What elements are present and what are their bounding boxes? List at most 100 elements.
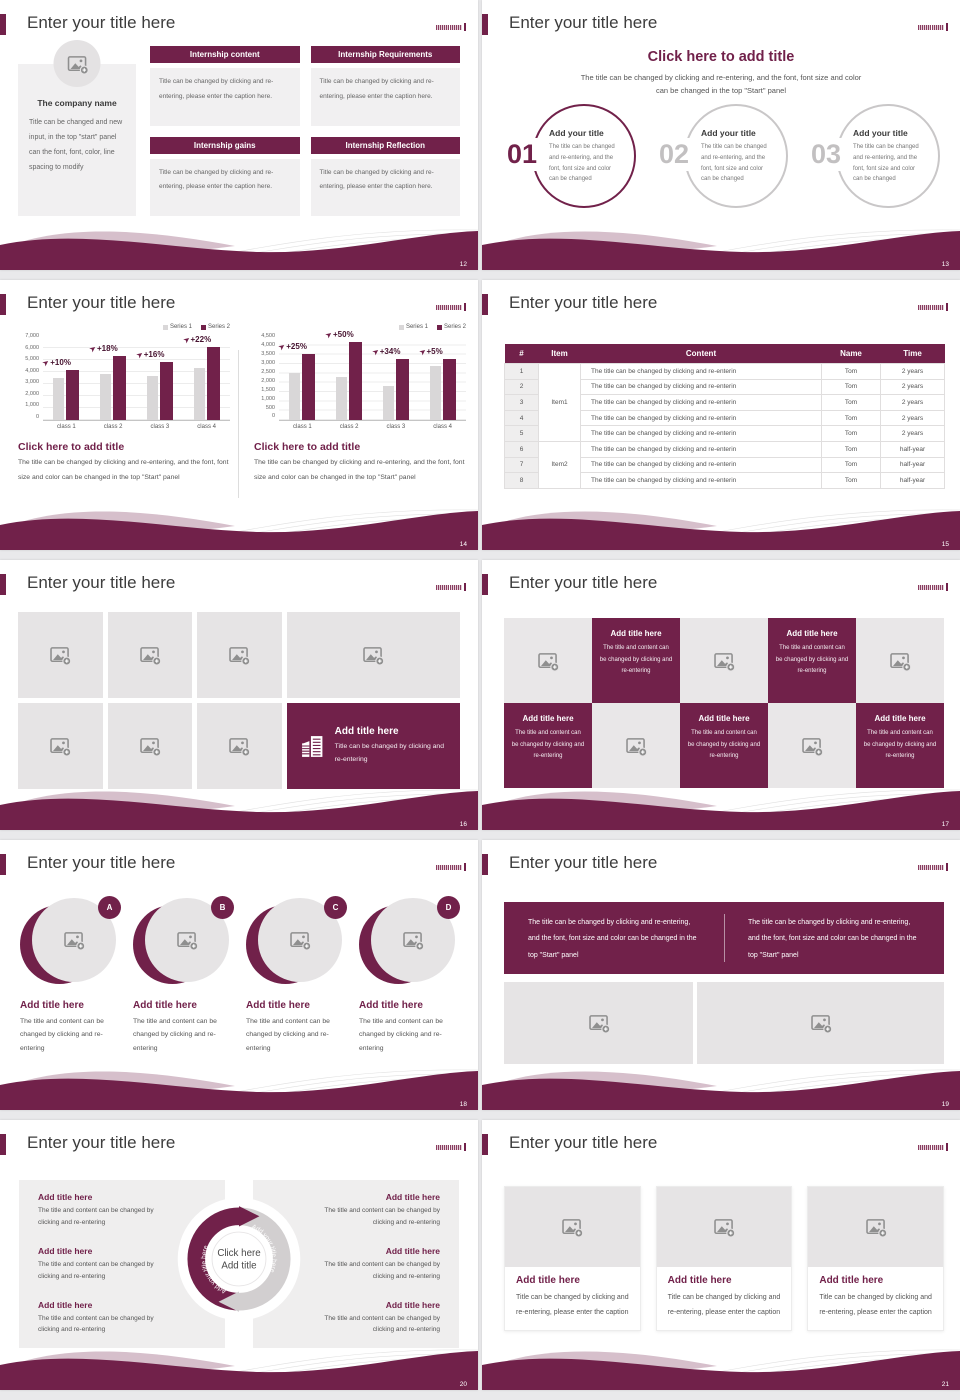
title-accent-bar: [482, 1134, 488, 1155]
item-body: The title and content can be changed by …: [324, 1314, 440, 1334]
list-item: Add title here The title and content can …: [315, 1246, 440, 1282]
slide-13[interactable]: Enter your title here Click here to add …: [482, 0, 960, 270]
cycle-diagram: Add your title here Add your title here …: [177, 1197, 301, 1321]
annotation-text: +16%: [143, 350, 165, 360]
item-title: Add title here: [359, 1000, 423, 1011]
chart-legend: Series 1 Series 2: [254, 324, 466, 330]
chart-plot-area: 7,000 6,000 5,000 4,000 3,000 2,000 1,000 0 ➤+1…: [18, 333, 230, 421]
slide-footer: 21: [482, 1344, 960, 1390]
slide-15[interactable]: Enter your title here # Item Content Name Ti…: [482, 280, 960, 550]
slide-14[interactable]: Enter your title here Series 1 Series 2 7…: [0, 280, 478, 550]
annotation-text: +50%: [333, 329, 354, 339]
image-placeholder-icon: [561, 1216, 583, 1238]
footer-wave: [482, 1069, 960, 1110]
x-tick-label: class 3: [386, 424, 406, 430]
bar-series-2: [206, 346, 220, 420]
time-cell: half-year: [880, 440, 945, 458]
bar-series-2: [113, 356, 127, 420]
bar-series-1: [53, 378, 65, 420]
card: Add title here Title can be changed by c…: [504, 1186, 641, 1332]
legend-item: Series 1: [162, 324, 192, 330]
slide-19[interactable]: Enter your title here The title can be c…: [482, 840, 960, 1110]
bar-group: ➤+18%: [89, 336, 127, 420]
item-body: The title and content can be changed by …: [38, 1207, 154, 1226]
table-header-cell: Item: [538, 344, 581, 364]
circle-graphic: D: [359, 896, 463, 988]
letter-badge: A: [98, 896, 121, 919]
chart-caption-title: Click here to add title: [18, 441, 125, 453]
annotation-label: ➤+5%: [418, 347, 442, 357]
slide-title: Enter your title here: [509, 853, 658, 872]
page-number: 16: [459, 821, 467, 828]
company-card: The company name Title can be changed an…: [18, 40, 136, 216]
image-placeholder-icon: [713, 1216, 735, 1238]
slide-17[interactable]: Enter your title here Add title here The …: [482, 560, 960, 830]
annotation-text: +25%: [286, 341, 307, 351]
bar-group: ➤+22%: [182, 335, 220, 420]
numbered-steps: Add your title The title can be changed …: [506, 102, 952, 220]
table-header-cell: Content: [580, 344, 822, 364]
card: Add title here Title can be changed by c…: [807, 1186, 945, 1332]
page-number: 13: [941, 261, 949, 268]
slide-12[interactable]: Enter your title here The company name T…: [0, 0, 478, 270]
bar-chart-right: Series 1 Series 2 4,500 4,000 3,500 3,000 2,5…: [254, 324, 466, 486]
footer-wave: [0, 1349, 478, 1390]
slide-18[interactable]: Enter your title here A Add title here T…: [0, 840, 478, 1110]
image-placeholder-icon: [713, 650, 735, 672]
company-image-placeholder: [53, 40, 101, 87]
slide-21[interactable]: Enter your title here Add title here Tit…: [482, 1120, 960, 1390]
box-body: Title can be changed by clicking and re-…: [310, 158, 460, 216]
card-text: Title can be changed by clicking and re-…: [667, 1294, 781, 1316]
image-placeholder-icon: [49, 735, 71, 757]
row-number-cell: 1: [504, 363, 539, 380]
box-body: Title can be changed by clicking and re-…: [150, 68, 300, 126]
logo-watermark: [436, 863, 466, 871]
bar-series-1: [146, 375, 158, 420]
slide-20[interactable]: Enter your title here Add title here The …: [0, 1120, 478, 1390]
footer-wave: [0, 1069, 478, 1110]
footer-wave: [482, 509, 960, 550]
item-body: The title and content can be changed by …: [246, 1018, 330, 1052]
image-placeholder-icon: [402, 929, 424, 951]
item-b: B Add title here The title and content c…: [133, 896, 239, 1055]
annotation-text: +34%: [379, 347, 401, 357]
table-header-cell: Name: [821, 344, 881, 364]
legend-item: Series 2: [200, 324, 230, 330]
list-item: Add title here The title and content can …: [315, 1192, 440, 1228]
slide-footer: 20: [0, 1344, 478, 1390]
bar-series-1: [382, 386, 394, 420]
internship-boxes: Internship content Title can be changed …: [150, 46, 460, 216]
image-placeholder: [504, 982, 694, 1064]
page-number: 20: [459, 1381, 467, 1388]
annotation-label: ➤+18%: [89, 344, 118, 354]
time-cell: 2 years: [880, 409, 945, 427]
step-number: 03: [810, 138, 843, 171]
circle-graphic: C: [246, 896, 350, 988]
page-number: 12: [459, 261, 467, 268]
title-accent-bar: [482, 294, 488, 315]
content-cell: The title can be changed by clicking and…: [580, 378, 822, 396]
legend-swatch: [162, 324, 168, 330]
content-cell: The title can be changed by clicking and…: [580, 425, 822, 442]
y-tick-label: 2,000: [25, 390, 39, 397]
title-accent-bar: [0, 854, 6, 875]
footer-wave: [482, 1349, 960, 1390]
name-cell: Tom: [821, 409, 881, 427]
bar-series-1: [429, 365, 441, 420]
page-number: 21: [941, 1381, 949, 1388]
bar-group: ➤+5%: [418, 336, 456, 420]
logo-watermark: [436, 23, 466, 31]
name-cell: Tom: [821, 456, 881, 474]
row-number-cell: 4: [504, 409, 539, 427]
image-placeholder-icon: [865, 1216, 887, 1238]
slide-footer: 17: [482, 784, 960, 830]
tile-title: Add title here: [786, 629, 838, 638]
legend-label: Series 1: [169, 324, 192, 330]
list-item: Add title here The title and content can …: [38, 1192, 163, 1228]
x-tick-label: class 1: [57, 424, 76, 430]
annotation-label: ➤+16%: [136, 350, 165, 360]
card-row: Add title here Title can be changed by c…: [504, 1186, 945, 1332]
slide-16[interactable]: Enter your title here Add title here Tit…: [0, 560, 478, 830]
title-accent-bar: [0, 14, 6, 35]
logo-watermark: [436, 583, 466, 591]
